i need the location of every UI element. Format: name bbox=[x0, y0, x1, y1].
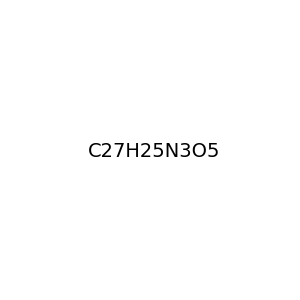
Text: C27H25N3O5: C27H25N3O5 bbox=[88, 142, 220, 161]
